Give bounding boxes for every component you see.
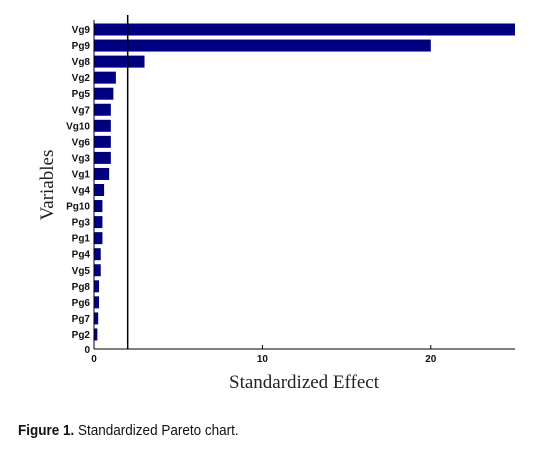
y-tick-label-pg7: Pg7 [72,314,91,325]
y-tick-label-vg7: Vg7 [72,105,91,116]
bar-pg2 [94,328,98,341]
y-tick-label-pg6: Pg6 [72,298,91,309]
bar-vg6 [94,135,111,148]
bar-vg3 [94,151,111,164]
pareto-chart: Vg9Pg9Vg8Vg2Pg5Vg7Vg10Vg6Vg3Vg1Vg4Pg10Pg… [37,15,515,393]
y-tick-label-pg2: Pg2 [72,330,91,341]
caption-text: Standardized Pareto chart. [74,422,239,439]
x-tick-label-20: 20 [425,354,437,365]
bar-vg8 [94,55,145,68]
x-ticks: 0 10 20 [91,345,437,365]
y-tick-labels: Vg9 Pg9 Vg8 Vg2 Pg5 Vg7 Vg10 Vg6 Vg3 Vg1 Vg4 Pg10 Pg… [66,25,90,341]
bar-pg3 [94,216,103,229]
y-tick-label-pg8: Pg8 [72,282,91,293]
caption-label: Figure 1. [18,422,75,439]
bar-pg6 [94,296,100,309]
y-tick-label-vg2: Vg2 [72,73,91,84]
figure-caption: Figure 1. Standardized Pareto chart. [18,422,239,439]
y-tick-label-vg5: Vg5 [72,266,91,277]
y-tick-label-pg3: Pg3 [72,218,91,229]
y-tick-label-pg4: Pg4 [72,250,91,261]
bar-pg1 [94,232,103,245]
y-tick-label-vg9: Vg9 [72,25,91,36]
bar-vg7 [94,103,111,116]
y-tick-label-pg9: Pg9 [72,41,91,52]
bar-vg9 [94,23,515,36]
y-tick-label-pg5: Pg5 [72,89,91,100]
y-tick-label-vg1: Vg1 [72,169,91,180]
y-zero-tick-label: 0 [84,345,90,356]
y-axis-title: Variables [37,150,58,221]
bar-pg10 [94,200,103,213]
bar-vg10 [94,119,111,132]
y-tick-label-pg1: Pg1 [72,234,91,245]
x-tick-label-0: 0 [91,354,97,365]
bar-pg4 [94,248,101,261]
y-tick-label-vg6: Vg6 [72,137,91,148]
x-tick-label-10: 10 [257,354,269,365]
bar-vg2 [94,71,116,84]
x-axis-title: Standardized Effect [229,372,380,393]
plot-area [94,20,515,349]
bar-pg7 [94,312,99,325]
bar-vg1 [94,167,110,180]
y-tick-label-pg10: Pg10 [66,202,90,213]
bars-group [94,23,515,341]
y-tick-label-vg4: Vg4 [72,186,91,197]
bar-pg8 [94,280,100,293]
bar-vg4 [94,184,105,196]
y-tick-label-vg8: Vg8 [72,57,91,68]
y-tick-label-vg10: Vg10 [66,121,90,132]
bar-pg5 [94,87,114,100]
bar-vg5 [94,264,101,277]
y-tick-label-vg3: Vg3 [72,153,91,164]
bar-pg9 [94,39,431,52]
